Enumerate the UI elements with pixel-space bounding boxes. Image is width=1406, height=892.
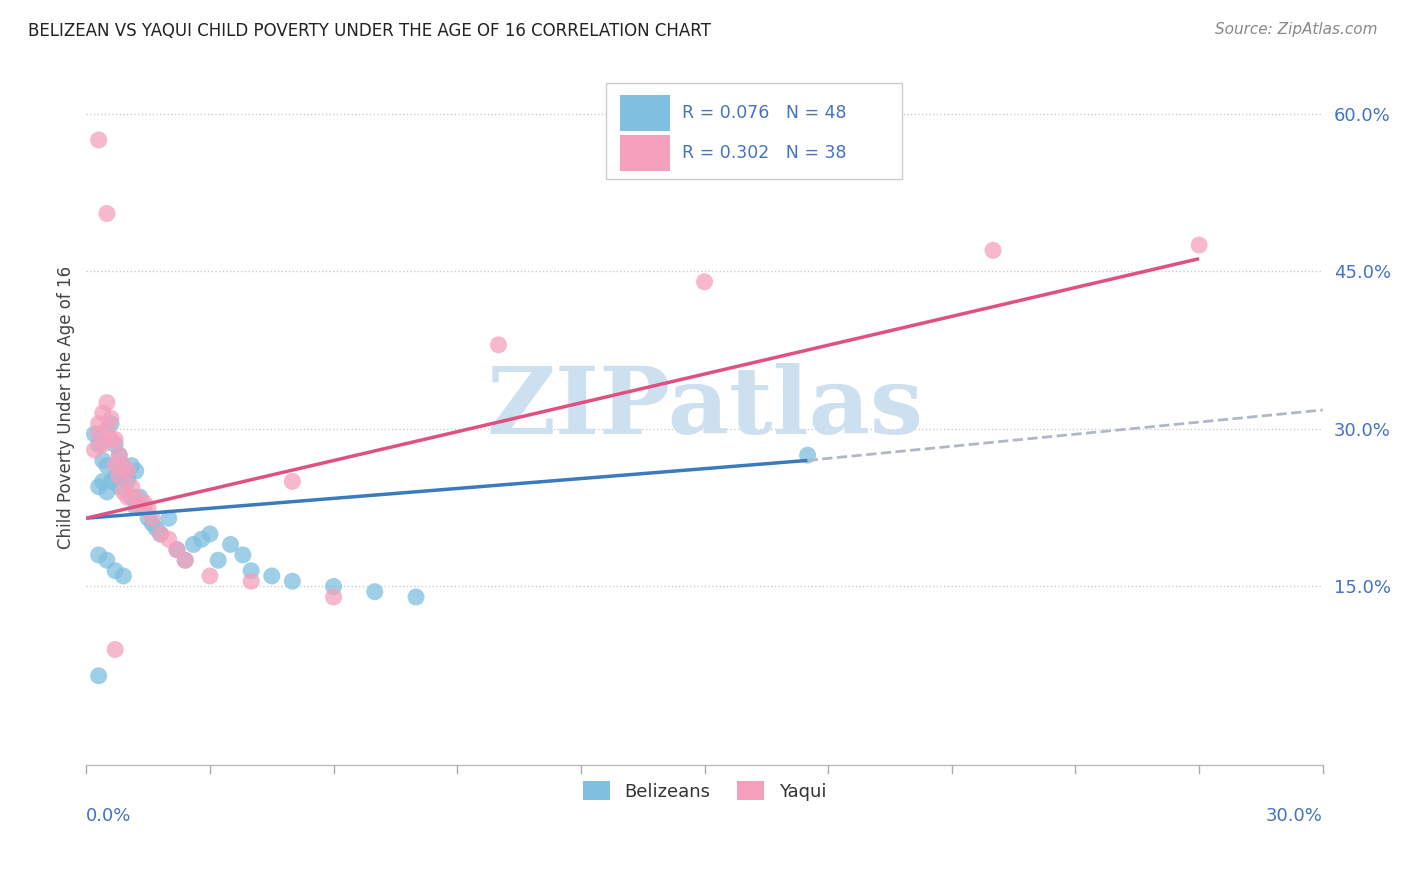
Point	[87, 669, 110, 683]
Point	[91, 437, 114, 451]
Point	[112, 458, 135, 473]
Point	[405, 590, 427, 604]
Text: 30.0%: 30.0%	[1265, 807, 1323, 825]
Point	[83, 427, 105, 442]
Point	[198, 527, 221, 541]
Point	[100, 411, 122, 425]
Point	[112, 458, 135, 473]
Point	[145, 522, 167, 536]
Point	[104, 564, 127, 578]
Point	[166, 542, 188, 557]
Point	[87, 437, 110, 451]
Point	[796, 448, 818, 462]
Point	[488, 338, 510, 352]
Point	[364, 584, 387, 599]
Point	[125, 464, 148, 478]
Point	[174, 553, 197, 567]
Point	[91, 406, 114, 420]
FancyBboxPatch shape	[606, 83, 903, 179]
Point	[100, 475, 122, 489]
Point	[112, 464, 135, 478]
Point	[136, 511, 159, 525]
Bar	[620, 95, 669, 131]
Point	[112, 569, 135, 583]
Point	[207, 553, 229, 567]
Point	[100, 433, 122, 447]
Point	[157, 532, 180, 546]
Point	[240, 574, 263, 589]
Point	[108, 448, 131, 462]
Point	[183, 537, 205, 551]
Point	[322, 579, 344, 593]
Point	[87, 548, 110, 562]
Point	[87, 427, 110, 442]
Point	[108, 480, 131, 494]
Point	[117, 469, 139, 483]
Point	[125, 500, 148, 515]
Point	[128, 490, 150, 504]
Point	[322, 590, 344, 604]
Point	[83, 442, 105, 457]
Point	[132, 495, 155, 509]
Point	[260, 569, 283, 583]
Point	[174, 553, 197, 567]
Bar	[620, 135, 669, 170]
Text: BELIZEAN VS YAQUI CHILD POVERTY UNDER THE AGE OF 16 CORRELATION CHART: BELIZEAN VS YAQUI CHILD POVERTY UNDER TH…	[28, 22, 711, 40]
Point	[121, 490, 143, 504]
Point	[104, 642, 127, 657]
Text: R = 0.302   N = 38: R = 0.302 N = 38	[682, 144, 846, 161]
Point	[981, 244, 1004, 258]
Point	[121, 480, 143, 494]
Point	[240, 564, 263, 578]
Point	[136, 500, 159, 515]
Point	[281, 475, 304, 489]
Point	[141, 516, 163, 531]
Point	[96, 206, 118, 220]
Point	[125, 490, 148, 504]
Point	[96, 553, 118, 567]
Point	[198, 569, 221, 583]
Point	[190, 532, 212, 546]
Point	[693, 275, 716, 289]
Point	[232, 548, 254, 562]
Point	[91, 453, 114, 467]
Point	[121, 458, 143, 473]
Point	[104, 458, 127, 473]
Point	[96, 458, 118, 473]
Text: R = 0.076   N = 48: R = 0.076 N = 48	[682, 103, 846, 122]
Point	[100, 417, 122, 431]
Text: ZIPatlas: ZIPatlas	[486, 363, 924, 453]
Text: Source: ZipAtlas.com: Source: ZipAtlas.com	[1215, 22, 1378, 37]
Point	[141, 511, 163, 525]
Point	[108, 469, 131, 483]
Point	[96, 422, 118, 436]
Point	[117, 490, 139, 504]
Point	[281, 574, 304, 589]
Point	[87, 417, 110, 431]
Point	[117, 464, 139, 478]
Point	[1188, 238, 1211, 252]
Point	[104, 437, 127, 451]
Point	[219, 537, 242, 551]
Point	[149, 527, 172, 541]
Point	[87, 480, 110, 494]
Point	[157, 511, 180, 525]
Point	[112, 484, 135, 499]
Point	[91, 475, 114, 489]
Point	[104, 433, 127, 447]
Point	[166, 542, 188, 557]
Point	[117, 475, 139, 489]
Point	[96, 395, 118, 409]
Point	[149, 527, 172, 541]
Point	[87, 133, 110, 147]
Legend: Belizeans, Yaqui: Belizeans, Yaqui	[574, 772, 835, 810]
Point	[104, 469, 127, 483]
Text: 0.0%: 0.0%	[86, 807, 132, 825]
Point	[132, 500, 155, 515]
Point	[96, 484, 118, 499]
Point	[108, 448, 131, 462]
Y-axis label: Child Poverty Under the Age of 16: Child Poverty Under the Age of 16	[58, 267, 75, 549]
Point	[128, 500, 150, 515]
